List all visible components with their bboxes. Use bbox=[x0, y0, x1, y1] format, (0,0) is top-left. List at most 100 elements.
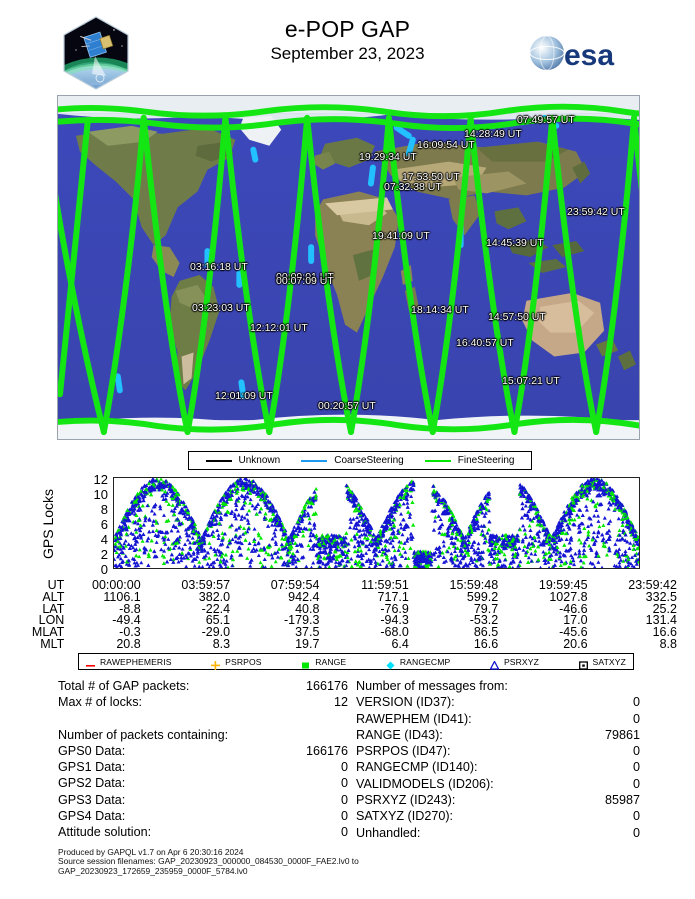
orbit-label: 15:07:21 UT bbox=[502, 375, 560, 387]
orbit-label: 19:41:09 UT bbox=[372, 230, 430, 242]
y-tick: 8 bbox=[100, 502, 108, 517]
cell: -29.0 bbox=[201, 625, 231, 640]
stat-key: Attitude solution: bbox=[58, 825, 152, 840]
table-row: MLAT -0.3 -29.0 37.5 -68.0 86.5 -45.6 16… bbox=[0, 625, 695, 640]
legend-label: PSRPOS bbox=[225, 656, 262, 667]
stat-row-max-locks: Max # of locks: 12 bbox=[58, 694, 348, 710]
stat-row-rangecmp: RANGECMP (ID140): 0 bbox=[356, 759, 640, 775]
cell: 20.6 bbox=[563, 636, 588, 651]
cell: 17.0 bbox=[563, 613, 588, 628]
orbit-label: 03:16:18 UT bbox=[190, 261, 248, 273]
esa-logo-icon: esa bbox=[528, 33, 633, 73]
y-tick: 2 bbox=[100, 547, 108, 562]
row-label: ALT bbox=[42, 589, 65, 604]
table-row: LON -49.4 65.1 -179.3 -94.3 -53.2 17.0 1… bbox=[0, 613, 695, 628]
y-tick: 10 bbox=[93, 487, 108, 502]
orbit-label: 16:09:54 UT bbox=[417, 139, 475, 151]
message-statistics-panel: Number of messages from: VERSION (ID37):… bbox=[356, 678, 640, 841]
cell: 131.4 bbox=[645, 613, 677, 628]
cell: -8.8 bbox=[119, 601, 141, 616]
stat-key: PSRXYZ (ID243): bbox=[356, 793, 456, 808]
footer-line-source-1: Source session filenames: GAP_20230923_0… bbox=[58, 856, 359, 867]
cell: 19:59:45 bbox=[538, 578, 588, 592]
stat-key: VALIDMODELS (ID206): bbox=[356, 776, 494, 791]
legend-label: SATXYZ bbox=[592, 656, 626, 667]
legend-swatch-unknown bbox=[205, 459, 232, 462]
cell: 03:59:57 bbox=[181, 578, 231, 592]
cell: -22.4 bbox=[201, 601, 231, 616]
stat-key: GPS2 Data: bbox=[58, 776, 126, 791]
orbit-label: 19:29:34 UT bbox=[359, 151, 417, 163]
row-label: MLAT bbox=[31, 625, 65, 640]
stat-value: 0 bbox=[632, 825, 640, 840]
cassiope-mission-patch-icon: CASSIOPE bbox=[62, 16, 130, 90]
message-type-legend: RAWEPHEMERIS PSRPOS RANGE RANGECMP PSRXY… bbox=[78, 653, 634, 670]
stat-value: 0 bbox=[340, 776, 348, 791]
stat-value: 79861 bbox=[604, 727, 640, 742]
page-subtitle-date: September 23, 2023 bbox=[270, 44, 425, 63]
cell: 942.4 bbox=[288, 589, 320, 604]
outlined-square-marker-icon bbox=[578, 657, 588, 670]
cell: 65.1 bbox=[205, 613, 231, 628]
cell: -45.6 bbox=[559, 625, 588, 640]
cell: 16.6 bbox=[473, 636, 499, 651]
cell: 00:00:00 bbox=[92, 578, 141, 592]
cell: -46.6 bbox=[559, 601, 588, 616]
cell: -49.4 bbox=[112, 613, 141, 628]
orbit-label: 14:45:39 UT bbox=[486, 237, 544, 249]
stat-row-range: RANGE (ID43): 79861 bbox=[356, 727, 640, 743]
cell: -68.0 bbox=[380, 625, 409, 640]
y-tick: 6 bbox=[100, 517, 108, 532]
stat-value: 0 bbox=[632, 744, 640, 759]
cell: 599.2 bbox=[466, 589, 499, 604]
cell: 20.8 bbox=[116, 636, 141, 651]
legend-label: CoarseSteering bbox=[334, 455, 404, 466]
orbit-label: 14:28:49 UT bbox=[464, 128, 522, 140]
stat-row-psrxyz: PSRXYZ (ID243): 85987 bbox=[356, 792, 640, 808]
cell: 1106.1 bbox=[103, 589, 141, 604]
stat-key: RANGE (ID43): bbox=[356, 727, 443, 742]
cell: -53.2 bbox=[469, 613, 499, 628]
stat-value: 0 bbox=[340, 760, 348, 775]
stat-row-psrpos: PSRPOS (ID47): 0 bbox=[356, 743, 640, 759]
gps-locks-scatter-plot bbox=[113, 477, 640, 569]
cell: 8.8 bbox=[659, 636, 677, 651]
y-tick: 12 bbox=[93, 472, 108, 487]
legend-item-psrxyz: PSRXYZ bbox=[489, 657, 539, 670]
stat-row-attitude-solution: Attitude solution: 0 bbox=[58, 824, 348, 840]
cell: 6.4 bbox=[391, 636, 409, 651]
stat-key: GPS4 Data: bbox=[58, 809, 126, 824]
mission-patch-text: CASSIOPE bbox=[87, 82, 105, 86]
footer-line-source-2: GAP_20230923_172659_235959_0000F_5784.lv… bbox=[58, 865, 248, 876]
spacer bbox=[58, 711, 348, 727]
stat-row-gps1-data: GPS1 Data: 0 bbox=[58, 759, 348, 775]
gps-locks-y-ticks: 12 10 8 6 4 2 0 bbox=[78, 471, 108, 577]
messages-from-header: Number of messages from: bbox=[356, 679, 508, 693]
orbit-label: 00:20:57 UT bbox=[318, 400, 376, 412]
triangle-marker-icon bbox=[489, 657, 500, 670]
stat-value: 0 bbox=[340, 809, 348, 824]
orbit-label: 12:01:09 UT bbox=[215, 390, 273, 402]
map-steering-legend: Unknown CoarseSteering FineSteering bbox=[188, 451, 532, 470]
gps-locks-plot-canvas bbox=[114, 478, 639, 568]
table-row: LAT -8.8 -22.4 40.8 -76.9 79.7 -46.6 25.… bbox=[0, 601, 695, 616]
stat-key: GPS1 Data: bbox=[58, 760, 126, 775]
diamond-marker-icon bbox=[386, 657, 395, 670]
stat-key: Max # of locks: bbox=[58, 695, 142, 710]
stat-key: RAWEPHEM (ID41): bbox=[356, 711, 472, 726]
stat-row-gps0-data: GPS0 Data: 166176 bbox=[58, 743, 348, 759]
legend-label: RANGE bbox=[315, 656, 347, 667]
stat-value: 12 bbox=[333, 695, 348, 710]
row-label: MLT bbox=[40, 636, 65, 651]
y-tick: 0 bbox=[100, 562, 108, 577]
legend-item-rawephemeris: RAWEPHEMERIS bbox=[86, 657, 172, 667]
row-label: LON bbox=[38, 613, 65, 628]
legend-item-range: RANGE bbox=[301, 656, 347, 669]
stat-value: 0 bbox=[632, 809, 640, 824]
cell: -94.3 bbox=[380, 613, 409, 628]
legend-item-rangecmp: RANGECMP bbox=[386, 656, 451, 670]
cell: 07:59:54 bbox=[270, 578, 320, 592]
legend-label: RANGECMP bbox=[399, 656, 451, 667]
cell: 19.7 bbox=[295, 636, 320, 651]
orbit-fine-steering-track bbox=[58, 103, 639, 436]
